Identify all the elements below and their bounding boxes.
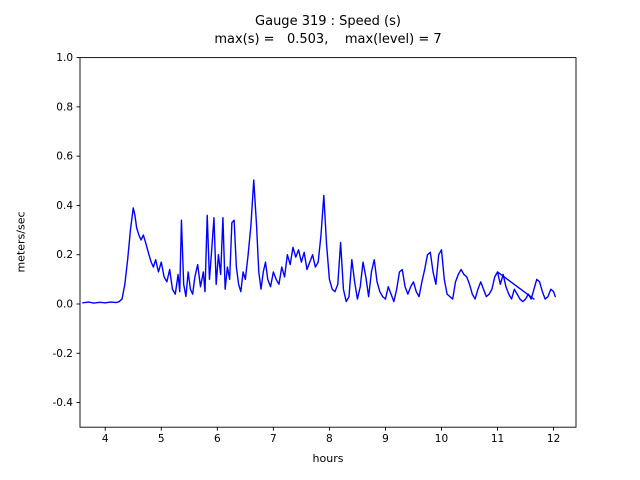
x-tick-label: 10	[435, 433, 448, 445]
series-speed	[82, 179, 556, 304]
axes-box	[79, 57, 577, 428]
x-axis-label: hours	[312, 452, 344, 465]
x-tick-label: 12	[547, 433, 560, 445]
y-axis-label: meters/sec	[14, 211, 28, 273]
chart-subtitle: max(s) = 0.503, max(level) = 7	[214, 32, 442, 47]
x-tick-label: 5	[158, 433, 165, 445]
y-tick-label: 1.0	[56, 52, 73, 64]
y-tick-label: -0.2	[53, 348, 74, 360]
y-tick-label: 0.2	[56, 249, 73, 261]
chart-title: Gauge 319 : Speed (s)	[255, 14, 401, 29]
x-tick-label: 4	[102, 433, 109, 445]
x-tick-label: 6	[214, 433, 221, 445]
y-tick-label: -0.4	[53, 397, 74, 409]
x-tick-label: 8	[326, 433, 333, 445]
y-tick-label: 0.4	[56, 200, 73, 212]
y-tick-label: 0.0	[56, 299, 73, 311]
series-descent-segment	[496, 271, 535, 300]
y-tick-label: 0.8	[56, 101, 73, 113]
x-tick-label: 9	[382, 433, 389, 445]
x-tick-label: 11	[491, 433, 504, 445]
y-tick-label: 0.6	[56, 151, 73, 163]
x-tick-label: 7	[270, 433, 277, 445]
